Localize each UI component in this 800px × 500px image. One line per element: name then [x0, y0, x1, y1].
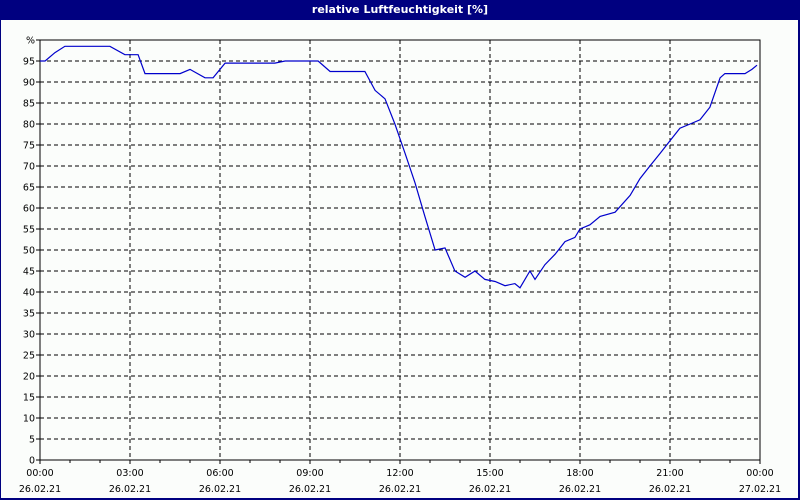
- y-tick-label: 0: [29, 456, 35, 467]
- y-tick-label: 55: [23, 225, 35, 236]
- x-tick-time: 00:00: [26, 468, 53, 479]
- x-tick-time: 09:00: [296, 468, 323, 479]
- y-tick-label: 85: [23, 99, 35, 110]
- y-tick-label: 60: [23, 204, 35, 215]
- y-tick-label: 40: [23, 288, 35, 299]
- x-tick-time: 12:00: [386, 468, 413, 479]
- y-tick-label: 80: [23, 120, 35, 131]
- y-tick-label: 45: [23, 267, 35, 278]
- x-tick-time: 03:00: [116, 468, 143, 479]
- y-tick-label: %: [26, 36, 35, 47]
- x-tick-date: 26.02.21: [19, 484, 61, 495]
- humidity-series-line: [40, 45, 758, 289]
- plot-area-border: [39, 39, 761, 461]
- y-tick-label: 75: [23, 141, 35, 152]
- y-tick-label: 10: [23, 414, 35, 425]
- y-tick-label: 15: [23, 393, 35, 404]
- x-tick-time: 18:00: [566, 468, 593, 479]
- x-tick-date: 26.02.21: [289, 484, 331, 495]
- y-tick-label: 95: [23, 57, 35, 68]
- x-tick-date: 26.02.21: [199, 484, 241, 495]
- x-tick-time: 00:00: [746, 468, 773, 479]
- x-tick-date: 26.02.21: [559, 484, 601, 495]
- x-tick-time: 21:00: [656, 468, 683, 479]
- x-tick-date: 26.02.21: [109, 484, 151, 495]
- y-tick-label: 30: [23, 330, 35, 341]
- chart-title: relative Luftfeuchtigkeit [%]: [0, 0, 800, 20]
- y-tick-label: 90: [23, 78, 35, 89]
- y-tick-label: 70: [23, 162, 35, 173]
- x-tick-date: 26.02.21: [649, 484, 691, 495]
- x-tick-time: 15:00: [476, 468, 503, 479]
- y-tick-label: 5: [29, 435, 35, 446]
- y-tick-label: 25: [23, 351, 35, 362]
- x-tick-date: 27.02.21: [739, 484, 781, 495]
- x-tick-date: 26.02.21: [469, 484, 511, 495]
- x-tick-date: 26.02.21: [379, 484, 421, 495]
- y-tick-label: 65: [23, 183, 35, 194]
- y-tick-label: 20: [23, 372, 35, 383]
- y-tick-label: 35: [23, 309, 35, 320]
- y-tick-label: 50: [23, 246, 35, 257]
- x-tick-time: 06:00: [206, 468, 233, 479]
